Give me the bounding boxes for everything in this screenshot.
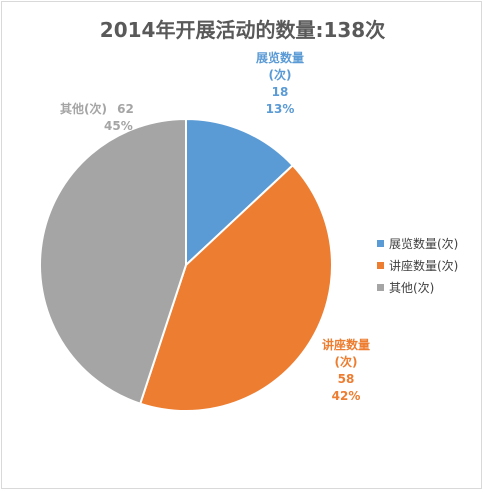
data-label-other-line1: 其他(次) 62 xyxy=(60,101,170,118)
data-label-lectures-percent: 42% xyxy=(331,389,361,403)
data-label-exhibitions-unit: (次) xyxy=(268,68,292,82)
legend-item-exhibitions: 展览数量(次) xyxy=(377,232,458,254)
data-label-lectures-name: 讲座数量 xyxy=(321,338,370,352)
pie-slice-lectures xyxy=(138,163,333,412)
legend-item-lectures: 讲座数量(次) xyxy=(377,254,458,276)
legend-label-other: 其他(次) xyxy=(389,280,435,295)
legend-label-lectures: 讲座数量(次) xyxy=(389,258,459,273)
pie-slice-exhibitions xyxy=(185,117,295,268)
legend-swatch-lectures xyxy=(377,261,384,269)
data-label-other-percent: 45% xyxy=(104,119,133,133)
data-label-lectures-unit: (次) xyxy=(334,355,358,369)
data-label-other-value: 62 xyxy=(117,102,134,116)
legend-label-exhibitions: 展览数量(次) xyxy=(389,236,459,251)
legend-item-other: 其他(次) xyxy=(377,276,458,298)
legend-swatch-exhibitions xyxy=(377,239,384,247)
data-label-other: 其他(次) 62 45% xyxy=(60,101,170,135)
data-label-exhibitions: 展览数量 (次) 18 13% xyxy=(240,50,320,118)
data-label-lectures: 讲座数量 (次) 58 42% xyxy=(306,337,386,405)
chart-title: 2014年开展活动的数量:138次 xyxy=(99,18,386,42)
data-label-exhibitions-percent: 13% xyxy=(265,102,295,116)
data-label-exhibitions-name: 展览数量 xyxy=(255,51,304,65)
legend-swatch-other xyxy=(377,283,384,291)
pie-slice-other xyxy=(39,117,187,405)
data-label-other-name: 其他(次) xyxy=(60,102,107,116)
data-label-lectures-value: 58 xyxy=(337,372,355,386)
legend: 展览数量(次) 讲座数量(次) 其他(次) xyxy=(377,232,458,298)
data-label-exhibitions-value: 18 xyxy=(271,85,289,99)
